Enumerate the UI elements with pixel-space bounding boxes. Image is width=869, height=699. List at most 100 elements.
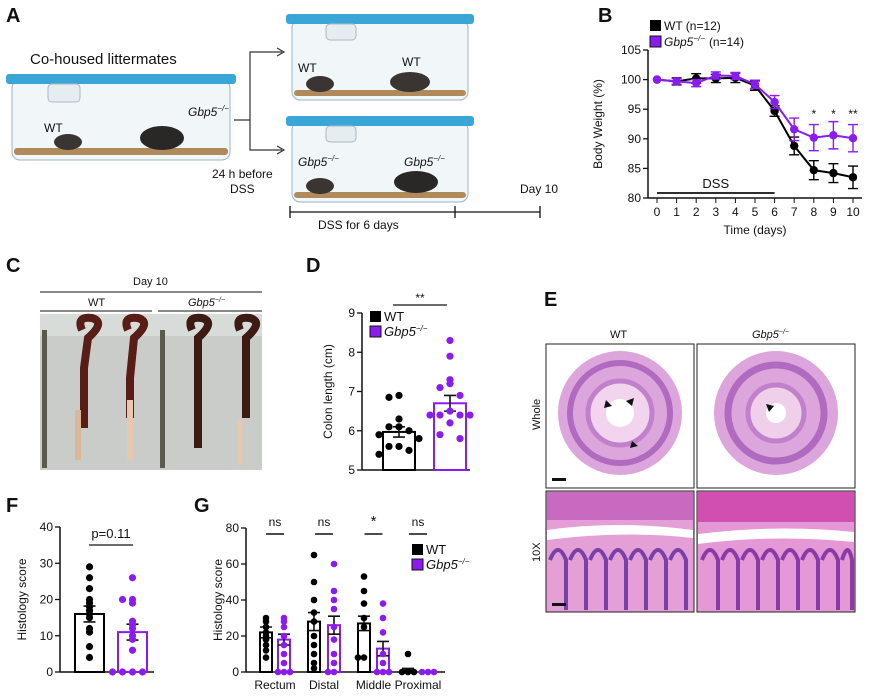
x-tick-label: 0 <box>654 205 661 219</box>
x-axis-label: Time (days) <box>724 223 787 237</box>
mouse-icon <box>390 72 430 92</box>
legend-label-ko: Gbp5−/− <box>384 324 428 339</box>
p-value-label: p=0.11 <box>91 526 130 541</box>
data-point <box>286 668 294 676</box>
x-tick-label: 2 <box>693 205 700 219</box>
legend-label-wt: WT <box>426 542 446 557</box>
data-point <box>128 624 137 633</box>
x-tick-label: 3 <box>712 205 719 219</box>
data-point <box>446 380 454 388</box>
data-point-ko <box>848 134 858 143</box>
legend-label-ko: Gbp5−/− (n=14) <box>664 34 744 49</box>
cage-label-wt: WT <box>402 55 421 69</box>
day10-header: Day 10 <box>133 276 168 288</box>
legend-swatch-wt <box>650 20 661 31</box>
data-point <box>310 618 318 625</box>
data-point <box>262 654 270 661</box>
legend-label-ko: Gbp5−/− <box>426 557 470 572</box>
data-point-ko <box>809 133 818 142</box>
data-point <box>360 573 368 580</box>
data-point <box>385 442 393 451</box>
data-point <box>310 659 318 667</box>
data-point <box>375 450 383 458</box>
legend-swatch-ko <box>369 325 382 338</box>
data-point <box>360 587 368 595</box>
x-tick-label: 7 <box>791 205 798 219</box>
data-point <box>360 600 368 607</box>
y-tick-label: 20 <box>40 593 54 607</box>
x-tick-label: 5 <box>752 205 759 219</box>
data-point <box>330 623 338 631</box>
y-tick-label: 7 <box>348 385 355 399</box>
y-tick-label: 90 <box>628 132 642 146</box>
data-point-ko <box>692 78 701 88</box>
y-tick-label: 100 <box>621 73 641 87</box>
data-point <box>395 423 403 431</box>
significance-marker: ** <box>415 291 425 305</box>
data-point <box>456 411 464 419</box>
data-point <box>395 391 403 400</box>
y-tick-label: 9 <box>348 306 355 320</box>
data-point <box>446 352 454 360</box>
y-tick-label: 10 <box>40 629 54 643</box>
data-point <box>373 668 381 676</box>
data-point-ko <box>790 125 799 134</box>
data-point <box>85 585 94 593</box>
data-point <box>138 668 147 676</box>
significance-marker: ns <box>412 515 425 529</box>
data-point <box>310 641 318 649</box>
panel-c: C Day 10 WT Gbp5−/− <box>6 255 262 470</box>
gene-name: Gbp5 <box>426 557 459 572</box>
arrowhead-icon <box>604 398 638 448</box>
data-point <box>280 641 288 649</box>
data-point <box>128 668 137 676</box>
data-point <box>324 668 332 676</box>
data-point <box>379 668 387 676</box>
y-tick-label: 105 <box>621 43 641 57</box>
x-tick-label: 1 <box>673 205 680 219</box>
data-point <box>310 632 318 640</box>
y-tick-label: 8 <box>348 345 355 359</box>
data-point <box>330 659 338 667</box>
data-point <box>405 427 413 435</box>
data-point <box>385 423 393 431</box>
data-point <box>360 654 368 661</box>
histology-whole-ko <box>696 343 856 489</box>
data-point <box>262 636 270 643</box>
dss-annotation: DSS <box>702 176 729 191</box>
data-point <box>446 407 454 415</box>
cage-label-ko: Gbp5−/− <box>298 154 339 169</box>
data-point <box>398 668 406 676</box>
panel-f-chart: F 0 10 20 30 40 Histology score p=0.11 <box>6 495 154 679</box>
data-point <box>404 668 412 676</box>
gene-name: Gbp5 <box>664 35 694 49</box>
day10-label: Day 10 <box>520 182 558 196</box>
y-axis-label: Histology score <box>15 558 29 640</box>
data-point <box>466 411 474 419</box>
timeline <box>289 206 541 218</box>
significance-marker: ns <box>269 515 282 529</box>
significance-marker: ** <box>848 107 858 121</box>
histology-whole-wt <box>545 343 695 489</box>
series-line-wt <box>656 76 854 179</box>
data-point <box>360 614 368 622</box>
data-point <box>330 560 338 568</box>
legend-swatch-ko <box>411 558 424 571</box>
y-tick-label: 0 <box>232 665 239 679</box>
significance-marker: * <box>811 107 816 121</box>
data-point <box>280 632 288 640</box>
data-point <box>280 618 288 625</box>
data-point <box>379 629 387 636</box>
cage-label-ko: Gbp5−/− <box>188 104 229 119</box>
histology-10x-ko <box>696 490 856 613</box>
data-point <box>85 653 94 662</box>
significance-marker: * <box>371 513 377 530</box>
cage-cohoused: WT Gbp5−/− <box>6 74 236 161</box>
y-tick-label: 80 <box>226 521 240 535</box>
gene-name: Gbp5 <box>384 324 417 339</box>
x-tick-label: 4 <box>732 205 739 219</box>
data-point <box>280 668 288 676</box>
panel-label-b: B <box>598 5 612 27</box>
panel-label-a: A <box>6 5 20 27</box>
